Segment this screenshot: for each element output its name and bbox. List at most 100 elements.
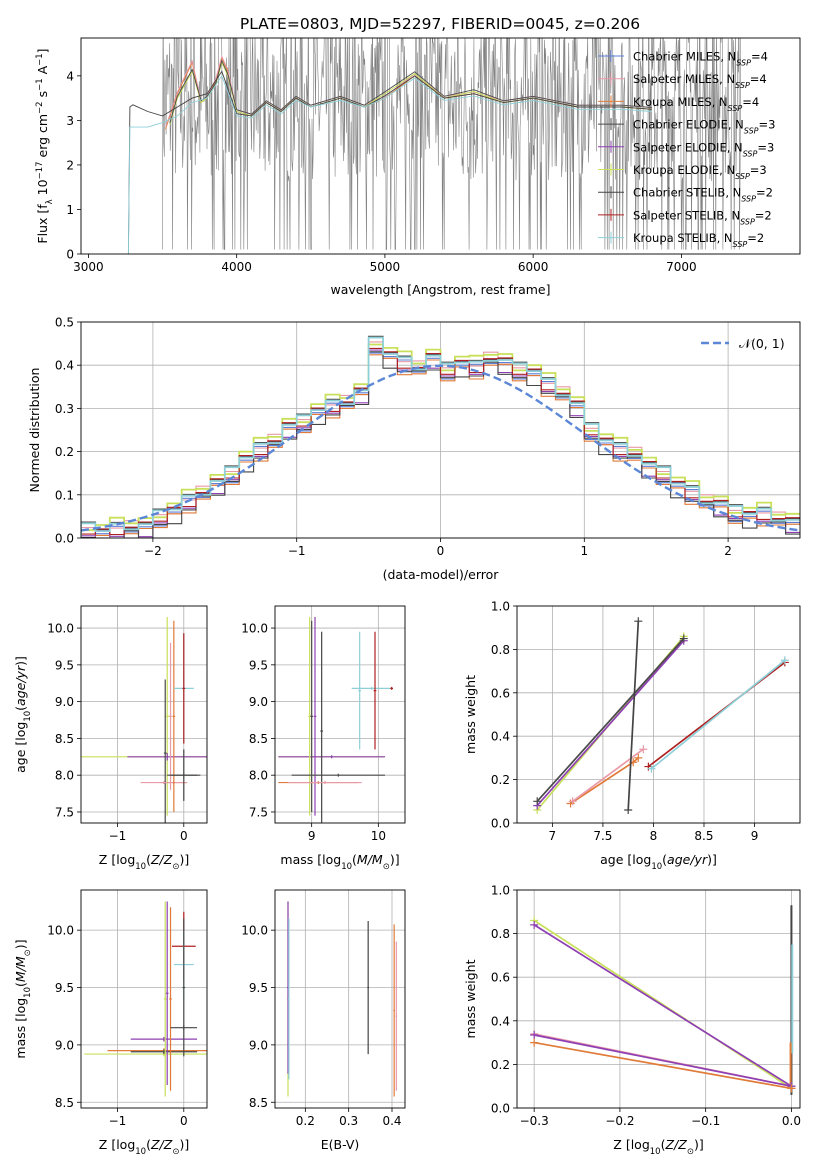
errorbar-point xyxy=(140,781,188,785)
errorbar-point xyxy=(351,686,392,690)
y-tick-label: 8.5 xyxy=(55,732,74,746)
histogram-plot-area xyxy=(81,335,800,538)
y-tick-label: 8.5 xyxy=(249,1096,268,1110)
weight-point-marker xyxy=(530,1038,539,1047)
axes-frame xyxy=(516,889,801,1109)
model-spectrum-stelib-kroupa xyxy=(127,74,652,254)
x-axis-label: wavelength [Angstrom, rest frame] xyxy=(330,282,550,297)
y-tick-label: 2 xyxy=(66,158,74,172)
weight-plot-area xyxy=(530,905,796,1095)
x-tick-label: 8 xyxy=(650,829,658,843)
axes-frame xyxy=(516,605,801,824)
errorbar-point xyxy=(395,941,398,1091)
histogram-series xyxy=(81,336,800,538)
x-tick-label: 0 xyxy=(180,1114,188,1128)
y-tick-label: 9.0 xyxy=(249,695,268,709)
weight-point-marker xyxy=(568,797,577,806)
y-tick-label: 0.1 xyxy=(55,488,74,502)
legend-entry: Kroupa ELODIE, NSSP=3 xyxy=(633,163,767,181)
y-tick-label: 8.5 xyxy=(249,732,268,746)
errorbar-point xyxy=(167,773,201,777)
y-tick-label: 0.8 xyxy=(491,643,510,657)
errorbar-point xyxy=(310,620,313,812)
y-tick-label: 1 xyxy=(66,203,74,217)
x-axis-label: mass [log10(M/M⊙)] xyxy=(280,852,399,872)
age-vs-mass-panel: 9 10 7.5 8.0 8.5 9.0 9.5 10.0 mass [log10(M/M⊙)] xyxy=(241,605,406,872)
errorbar-plot-area xyxy=(84,901,207,1097)
weight-series-line xyxy=(627,621,640,811)
x-tick-label: 3000 xyxy=(73,260,104,274)
weight-series-line xyxy=(650,659,786,770)
errorbar-point xyxy=(358,631,361,750)
y-axis-label: Normed distribution xyxy=(27,368,42,493)
legend-entry: Chabrier ELODIE, NSSP=3 xyxy=(633,118,775,136)
x-axis-label: (data-model)/error xyxy=(383,567,500,582)
model-spectrum-elodie xyxy=(169,61,652,125)
normal-curve xyxy=(81,364,800,532)
model-spectrum-elodie xyxy=(169,59,652,124)
y-tick-label: 0.0 xyxy=(491,817,510,831)
y-tick-label: 0.5 xyxy=(55,316,74,330)
weight-point-marker xyxy=(780,656,789,665)
mass-weight-vs-age-panel: 7 7.5 8 8.5 9 0.0 0.2 0.4 0.6 0.8 1.0 age [log10(ag… xyxy=(463,600,801,872)
errorbar-point xyxy=(291,773,385,777)
x-tick-label: −0.2 xyxy=(605,1114,634,1128)
legend-entry: Salpeter ELODIE, NSSP=3 xyxy=(633,140,774,158)
y-tick-label: 0.2 xyxy=(491,773,510,787)
y-axis-label: mass weight xyxy=(463,675,478,754)
x-tick-label: −0.3 xyxy=(520,1114,549,1128)
x-tick-label: −1 xyxy=(109,829,127,843)
y-tick-label: 0.8 xyxy=(491,927,510,941)
spectrum-panel: 3000 4000 5000 6000 7000 0 1 2 3 4 Chabrier MILES,… xyxy=(35,37,801,297)
axes-frame xyxy=(80,37,801,255)
y-tick-label: 10.0 xyxy=(47,622,74,636)
legend-entry: Chabrier STELIB, NSSP=2 xyxy=(633,186,773,204)
weight-point-marker xyxy=(530,1030,539,1039)
x-axis-label: Z [log10(Z/Z⊙)] xyxy=(99,852,189,872)
y-tick-label: 10.0 xyxy=(241,924,268,938)
age-vs-metallicity-panel: −1 0 7.5 8.0 8.5 9.0 9.5 10.0 Z [log10(Z/Z⊙)] age… xyxy=(13,605,208,872)
y-tick-label: 9.5 xyxy=(249,658,268,672)
y-tick-label: 1.0 xyxy=(491,600,510,614)
weight-series-line xyxy=(572,748,644,802)
y-tick-label: 4 xyxy=(66,69,74,83)
legend-entry: Kroupa MILES, NSSP=4 xyxy=(633,95,759,113)
errorbar-point xyxy=(182,918,186,1057)
y-tick-label: 9.5 xyxy=(55,981,74,995)
x-tick-label: −1 xyxy=(109,1114,127,1128)
errorbar-plot-area xyxy=(287,901,398,1097)
errorbar-point xyxy=(278,755,385,759)
y-tick-label: 0 xyxy=(66,248,74,262)
residual-histogram-panel: −2 −1 0 1 2 0.0 0.1 0.2 0.3 0.4 0.5 𝒩(0, 1) (data-mo… xyxy=(27,316,801,582)
y-tick-label: 0.4 xyxy=(55,359,74,373)
y-axis-label: age [log10(age/yr)] xyxy=(13,656,33,773)
spectrum-plot-area xyxy=(127,38,741,254)
errorbar-point xyxy=(182,633,186,744)
y-tick-label: 0.4 xyxy=(491,730,510,744)
x-axis-label: Z [log10(Z/Z⊙)] xyxy=(613,1137,703,1157)
weight-series-line xyxy=(536,637,685,802)
x-tick-label: 9 xyxy=(751,829,759,843)
errorbar-point xyxy=(288,918,290,1080)
legend-entry: Kroupa STELIB, NSSP=2 xyxy=(633,231,764,249)
model-spectrum-stelib-chabrier xyxy=(127,70,652,254)
axes-frame xyxy=(80,321,801,539)
axes-frame xyxy=(274,605,406,824)
weight-plot-area xyxy=(533,617,789,814)
weight-series-line xyxy=(534,1041,792,1090)
x-tick-label: 7000 xyxy=(666,260,697,274)
x-tick-label: 0 xyxy=(437,544,445,558)
legend-entry: 𝒩(0, 1) xyxy=(739,336,785,351)
weight-point-marker xyxy=(787,1084,796,1093)
mass-weight-vs-metallicity-panel: −0.3 −0.2 −0.1 0.0 0.0 0.2 0.4 0.6 0.8 1.0 Z [log1… xyxy=(463,884,801,1158)
weight-point-marker xyxy=(634,753,643,762)
errorbar-point xyxy=(320,631,323,823)
x-tick-label: 0.2 xyxy=(296,1114,315,1128)
x-tick-label: 2 xyxy=(724,544,732,558)
errorbar-point xyxy=(165,901,169,1086)
histogram-series xyxy=(81,343,800,538)
y-axis-label: mass weight xyxy=(463,959,478,1038)
errorbar-point xyxy=(172,620,176,812)
y-tick-label: 9.0 xyxy=(249,1038,268,1052)
errorbar-point xyxy=(390,686,393,690)
